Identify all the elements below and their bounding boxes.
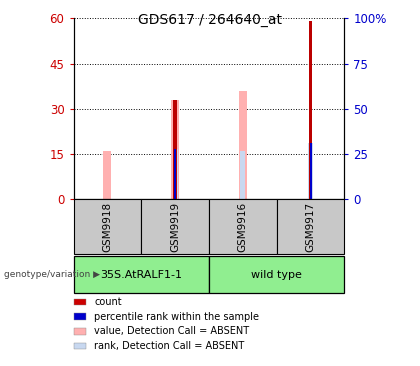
Bar <box>239 91 247 199</box>
Text: GSM9917: GSM9917 <box>305 202 315 252</box>
Bar <box>171 100 179 199</box>
Text: value, Detection Call = ABSENT: value, Detection Call = ABSENT <box>94 326 249 336</box>
Text: wild type: wild type <box>251 269 302 280</box>
Text: GSM9916: GSM9916 <box>238 202 248 252</box>
Bar <box>310 143 312 199</box>
Text: 35S.AtRALF1-1: 35S.AtRALF1-1 <box>100 269 182 280</box>
Text: GDS617 / 264640_at: GDS617 / 264640_at <box>138 13 282 27</box>
Text: genotype/variation ▶: genotype/variation ▶ <box>4 270 100 279</box>
Text: rank, Detection Call = ABSENT: rank, Detection Call = ABSENT <box>94 341 245 351</box>
Bar <box>308 143 313 199</box>
Bar <box>173 100 177 199</box>
Text: percentile rank within the sample: percentile rank within the sample <box>94 311 260 322</box>
Bar <box>309 21 312 199</box>
Text: count: count <box>94 297 122 307</box>
Bar <box>174 149 176 199</box>
Bar <box>173 149 178 199</box>
Bar <box>103 151 111 199</box>
Text: GSM9918: GSM9918 <box>102 202 113 252</box>
Bar <box>240 150 245 199</box>
Text: GSM9919: GSM9919 <box>170 202 180 252</box>
